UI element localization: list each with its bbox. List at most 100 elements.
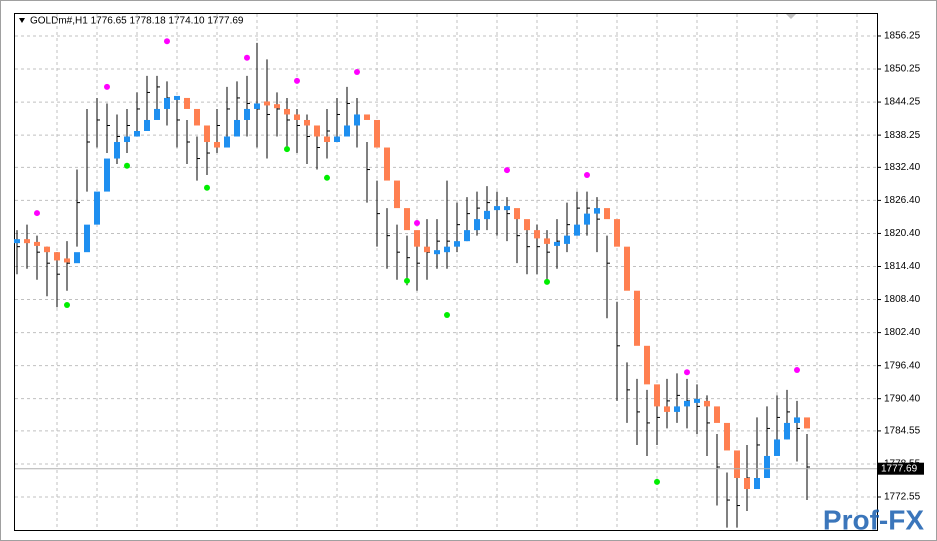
y-tick-label: 1814.40: [884, 261, 921, 272]
y-tick-label: 1856.25: [884, 31, 921, 42]
signal-block: [574, 224, 580, 236]
signal-block: [114, 142, 120, 159]
y-tick-label: 1808.40: [884, 294, 921, 305]
signal-block: [544, 238, 550, 244]
signal-block: [344, 125, 350, 137]
signal-block: [644, 345, 650, 385]
trough-dot: [284, 146, 290, 153]
signal-block: [154, 108, 160, 120]
signal-block: [284, 108, 290, 115]
signal-block: [54, 252, 60, 261]
signal-block: [124, 136, 130, 143]
signal-block: [164, 97, 170, 109]
signal-block: [24, 239, 30, 244]
signal-block: [664, 406, 670, 412]
signal-block: [264, 101, 270, 106]
signal-block: [554, 241, 560, 246]
signal-block: [184, 97, 190, 109]
signal-block: [654, 384, 660, 407]
signal-block: [244, 108, 250, 120]
signal-block: [524, 219, 530, 231]
y-tick-label: 1838.25: [884, 130, 921, 141]
y-tick-label: 1850.25: [884, 64, 921, 75]
peak-dot: [244, 54, 250, 61]
current-price-label: 1777.69: [881, 463, 918, 474]
peak-dot: [294, 77, 300, 84]
signal-block: [104, 158, 110, 192]
y-tick-label: 1820.40: [884, 228, 921, 239]
signal-block: [764, 455, 770, 479]
trough-dot: [324, 174, 330, 181]
signal-block: [134, 130, 140, 137]
signal-block: [434, 250, 440, 255]
trough-dot: [654, 478, 660, 485]
trough-dot: [64, 302, 70, 309]
signal-block: [694, 398, 700, 403]
signal-block: [314, 125, 320, 137]
signal-block: [194, 108, 200, 126]
plot: [14, 14, 877, 530]
signal-block: [254, 103, 260, 109]
peak-dot: [34, 210, 40, 217]
signal-block: [494, 206, 500, 211]
signal-block: [294, 114, 300, 120]
signal-block: [634, 290, 640, 346]
y-tick-label: 1772.55: [884, 492, 921, 503]
signal-block: [204, 125, 210, 143]
signal-block: [484, 210, 490, 220]
peak-dot: [164, 38, 170, 45]
signal-block: [44, 246, 50, 253]
shift-marker: [786, 14, 796, 19]
y-tick-label: 1844.25: [884, 97, 921, 108]
peak-dot: [354, 69, 360, 76]
signal-block: [584, 213, 590, 225]
y-tick-label: 1784.55: [884, 426, 921, 437]
signal-block: [744, 478, 750, 490]
signal-block: [274, 104, 280, 109]
signal-block: [364, 114, 370, 120]
signal-block: [74, 252, 80, 264]
signal-block: [674, 406, 680, 412]
signal-block: [144, 119, 150, 131]
signal-block: [394, 180, 400, 209]
trough-dot: [404, 277, 410, 284]
signal-block: [424, 246, 430, 253]
y-tick-label: 1790.40: [884, 393, 921, 404]
signal-block: [234, 119, 240, 137]
peak-dot: [794, 367, 800, 374]
signal-block: [304, 119, 310, 126]
current-price-box: [878, 462, 924, 475]
y-tick-label: 1832.40: [884, 162, 921, 173]
signal-block: [604, 208, 610, 220]
signal-block: [504, 206, 510, 211]
peak-dot: [684, 369, 690, 376]
plot-frame: [14, 13, 878, 531]
signal-block: [224, 136, 230, 148]
signal-block: [794, 417, 800, 423]
signal-block: [564, 235, 570, 244]
signal-block: [804, 417, 810, 429]
menu-arrow[interactable]: [19, 18, 25, 23]
signal-block: [474, 219, 480, 231]
signal-block: [754, 478, 760, 490]
signal-block: [734, 450, 740, 479]
signal-block: [464, 230, 470, 242]
signal-block: [624, 246, 630, 291]
signal-block: [454, 241, 460, 247]
signal-block: [614, 219, 620, 247]
peak-dot: [414, 219, 420, 226]
watermark: Prof-FX: [823, 504, 924, 535]
signal-block: [534, 230, 540, 239]
signal-block: [84, 224, 90, 253]
y-tick-label: 1802.40: [884, 327, 921, 338]
signal-block: [334, 136, 340, 143]
signal-block: [514, 208, 520, 220]
trough-dot: [544, 278, 550, 285]
peak-dot: [584, 172, 590, 179]
signal-block: [354, 114, 360, 126]
signal-block: [174, 95, 180, 100]
signal-block: [34, 241, 40, 246]
y-tick-label: 1796.40: [884, 360, 921, 371]
